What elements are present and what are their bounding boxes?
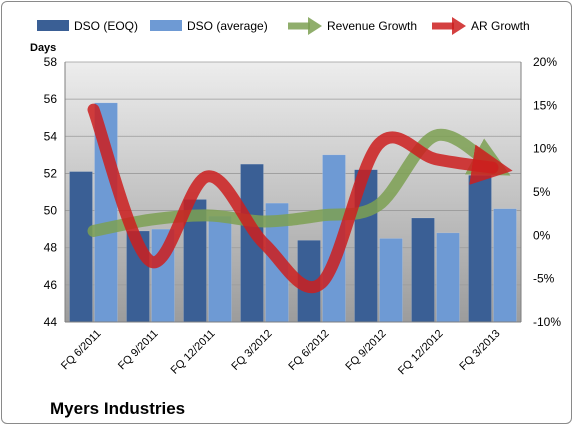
y-tick-label: 48 [44,241,58,255]
legend-label: DSO (EOQ) [74,19,138,33]
y-axis-title: Days [30,42,56,54]
y2-tick-label: 10% [533,142,557,156]
bar-dso-average [208,215,232,323]
y-tick-label: 58 [44,55,58,69]
legend-swatch [37,20,69,31]
y-tick-label: 56 [44,92,58,106]
ar-growth-line [87,103,513,293]
x-tick-label: FQ 3/2013 [457,328,502,373]
y2-tick-label: 15% [533,98,557,112]
company-name: Myers Industries [50,399,186,418]
legend-label: AR Growth [471,19,530,33]
x-tick-label: FQ 12/2011 [169,328,218,377]
x-tick-label: FQ 3/2012 [229,328,274,373]
y-tick-label: 54 [44,129,58,143]
y-tick-label: 50 [44,204,58,218]
legend-label: DSO (average) [187,19,268,33]
y2-tick-label: -5% [533,272,555,286]
legend-arrow-head [452,17,466,35]
legend: DSO (EOQ) DSO (average) Revenue Growth AR G… [37,17,530,35]
y2-tick-label: -10% [533,315,561,329]
legend-arrow-head [308,17,322,35]
x-tick-label: FQ 6/2011 [59,328,104,373]
y-tick-label: 52 [44,166,58,180]
bar-dso-eoq [411,217,435,323]
y-tick-label: 46 [44,278,58,292]
bar-dso-average [493,208,517,323]
y2-tick-label: 20% [533,55,557,69]
bar-dso-average [379,238,403,323]
x-tick-label: FQ 9/2011 [116,328,161,373]
y2-tick-label: 5% [533,185,551,199]
legend-swatch [150,20,182,31]
x-tick-label: FQ 9/2012 [343,328,388,373]
bar-dso-eoq [468,175,492,323]
x-tick-label: FQ 6/2012 [286,328,331,373]
bar-dso-eoq [69,171,93,323]
bar-dso-average [436,232,460,323]
y-tick-label: 44 [44,315,58,329]
legend-label: Revenue Growth [327,19,417,33]
y2-tick-label: 0% [533,228,551,242]
x-tick-label: FQ 12/2012 [396,328,446,378]
revenue-growth-line [87,128,511,237]
